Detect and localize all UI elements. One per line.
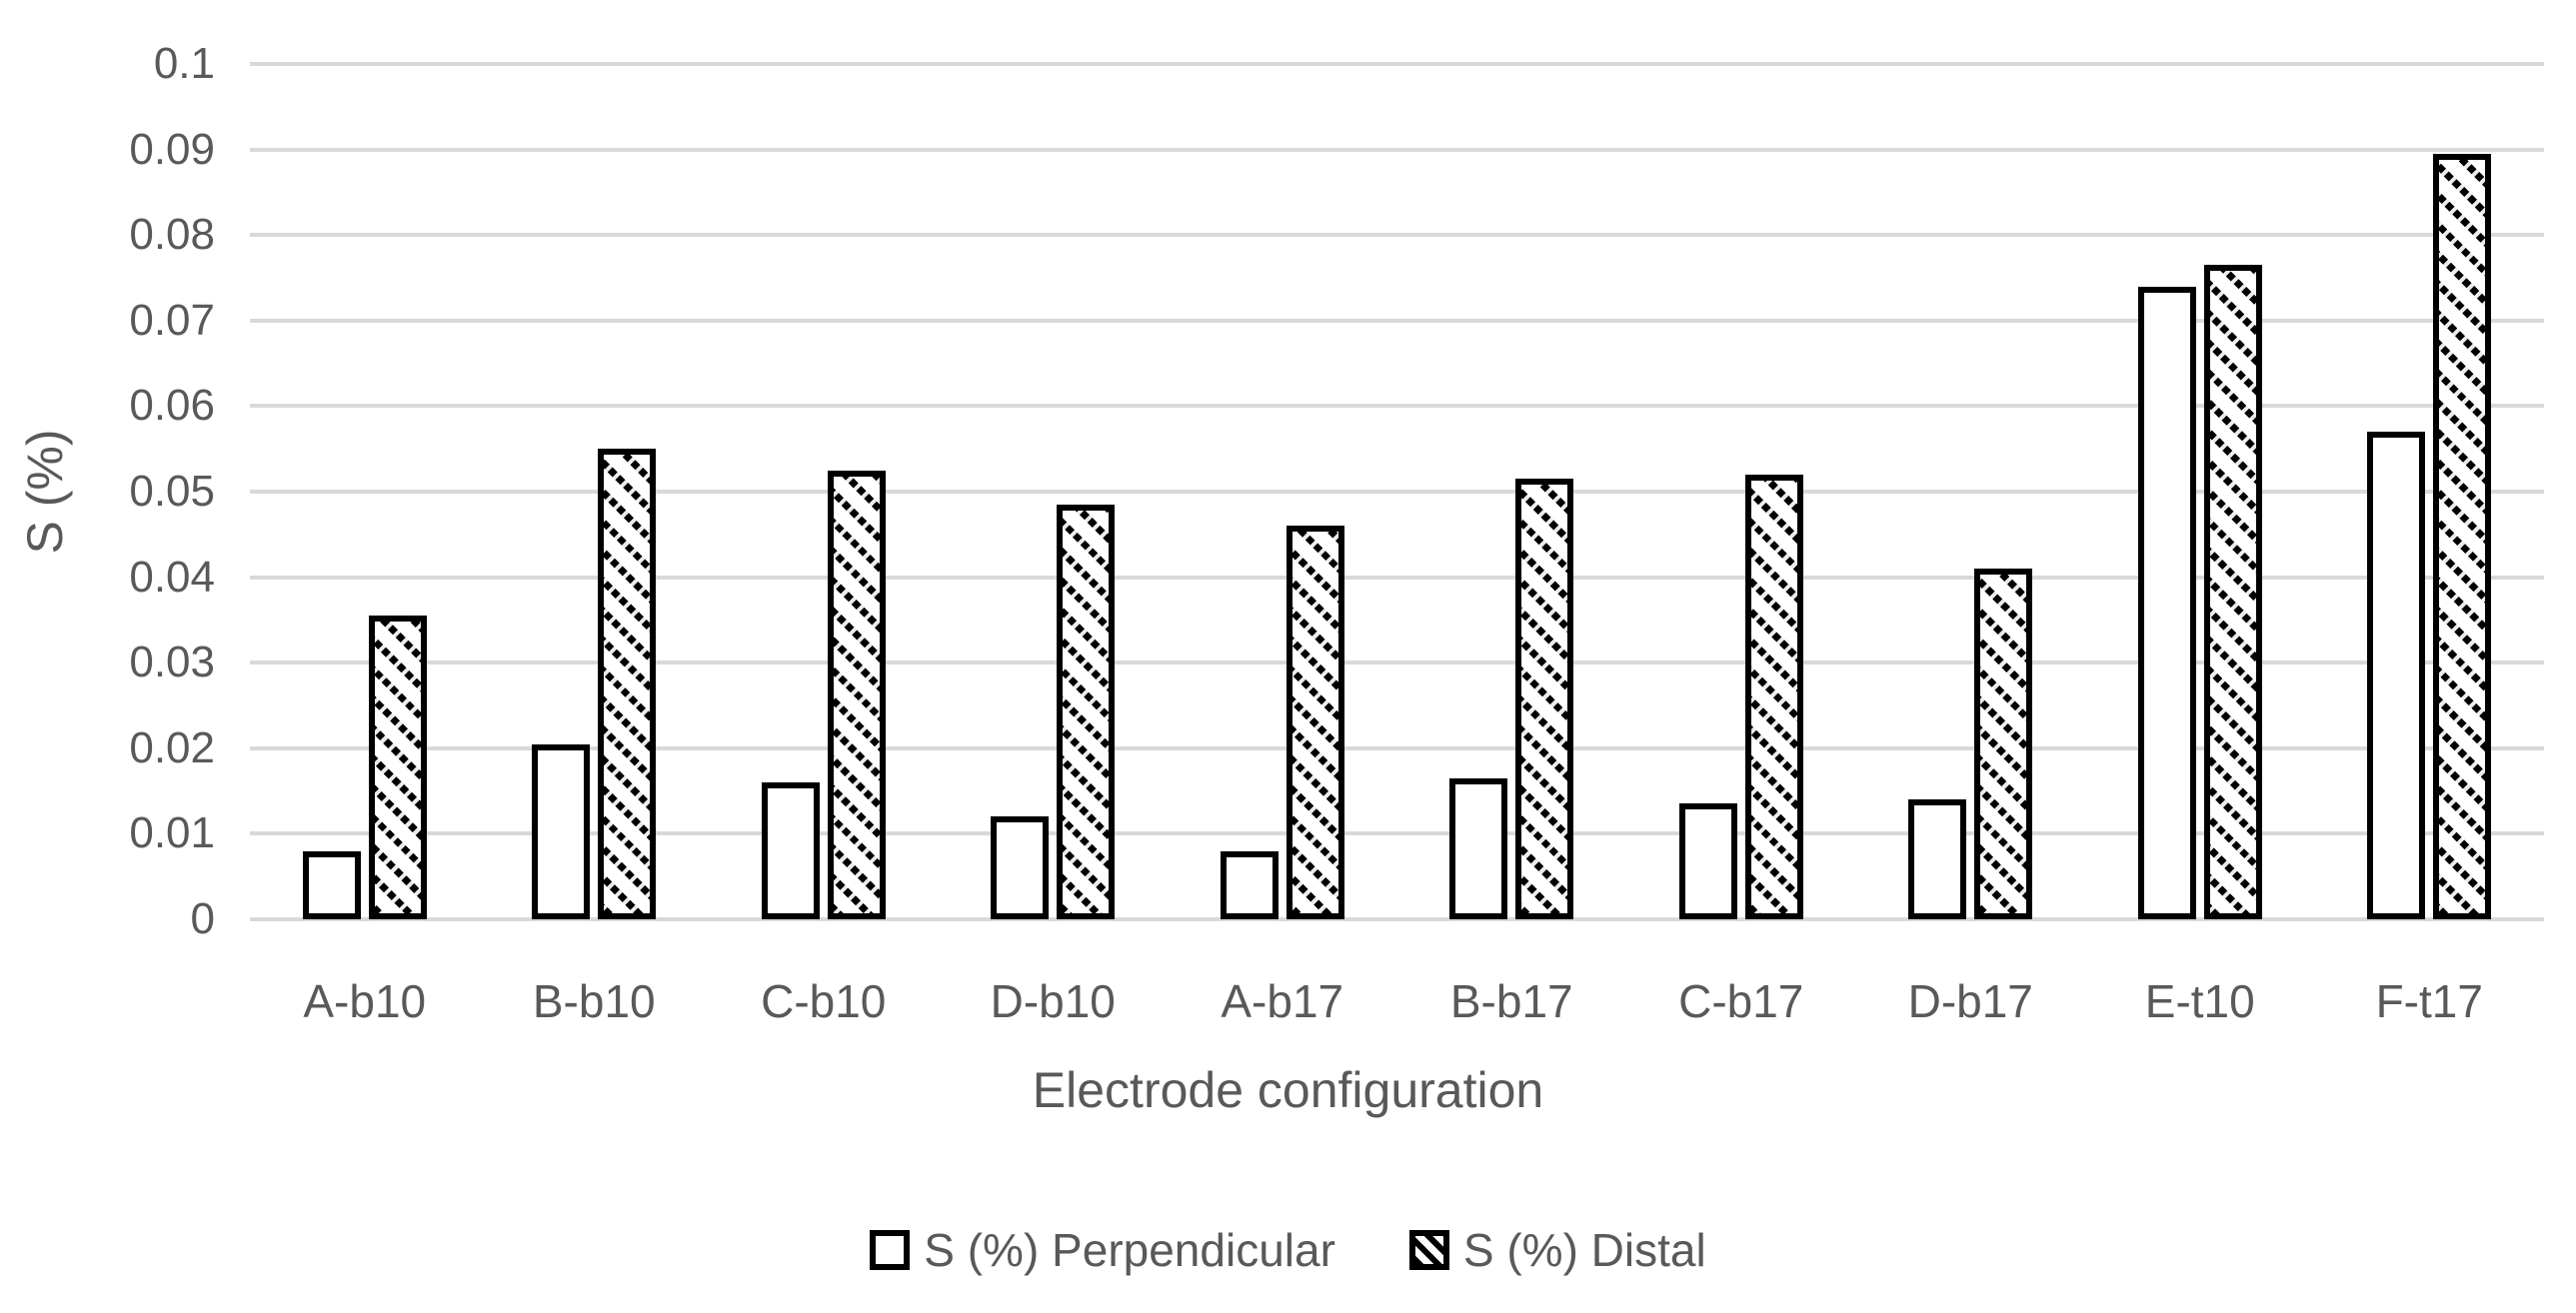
x-tick-label: D-b10 xyxy=(990,975,1116,1027)
legend-label: S (%) Perpendicular xyxy=(924,1224,1335,1276)
legend-swatch-distal-icon xyxy=(1408,1230,1449,1270)
y-tick-label: 0.03 xyxy=(129,638,215,687)
bar-F-t17-perpendicular xyxy=(2367,432,2426,919)
y-tick-label: 0 xyxy=(190,894,215,943)
bar-A-b10-distal xyxy=(368,616,427,919)
x-tick-label: B-b17 xyxy=(1449,975,1573,1027)
bar-B-b17-perpendicular xyxy=(1449,778,1508,919)
legend: S (%) Perpendicular S (%) Distal xyxy=(0,1223,2576,1277)
bar-D-b10-perpendicular xyxy=(991,816,1050,919)
bar-C-b10-perpendicular xyxy=(761,782,820,919)
x-axis-title: Electrode configuration xyxy=(1032,1062,1544,1118)
gridline xyxy=(250,575,2544,580)
x-tick-label: B-b10 xyxy=(532,975,656,1027)
legend-item: S (%) Distal xyxy=(1408,1223,1706,1277)
bar-A-b17-perpendicular xyxy=(1220,851,1279,919)
gridline xyxy=(250,490,2544,494)
y-tick-label: 0.1 xyxy=(153,39,215,88)
gridline xyxy=(250,233,2544,238)
gridline xyxy=(250,660,2544,665)
bar-B-b17-distal xyxy=(1515,479,1574,919)
bar-A-b10-perpendicular xyxy=(302,851,361,919)
x-tick-label: A-b10 xyxy=(303,975,427,1027)
gridline xyxy=(250,917,2544,921)
y-tick-label: 0.08 xyxy=(129,210,215,260)
gridline xyxy=(250,745,2544,750)
y-tick-label: 0.02 xyxy=(129,722,215,772)
x-tick-label: C-b10 xyxy=(761,975,887,1027)
bar-F-t17-distal xyxy=(2433,154,2492,919)
bar-D-b17-perpendicular xyxy=(1908,799,1967,919)
y-tick-label: 0.09 xyxy=(129,124,215,174)
y-tick-label: 0.01 xyxy=(129,808,215,858)
x-tick-label: C-b17 xyxy=(1678,975,1804,1027)
bar-B-b10-perpendicular xyxy=(532,744,591,919)
bar-E-t10-perpendicular xyxy=(2137,287,2196,919)
bar-B-b10-distal xyxy=(598,449,657,919)
x-tick-label: A-b17 xyxy=(1221,975,1344,1027)
gridline xyxy=(250,404,2544,409)
gridline xyxy=(250,318,2544,323)
gridline xyxy=(250,147,2544,152)
y-tick-label: 0.06 xyxy=(129,381,215,431)
bar-C-b17-distal xyxy=(1744,475,1803,919)
bar-C-b10-distal xyxy=(827,471,886,919)
plot-area xyxy=(250,62,2544,921)
x-tick-label: E-t10 xyxy=(2144,975,2255,1027)
bar-A-b17-distal xyxy=(1286,526,1344,919)
bar-C-b17-perpendicular xyxy=(1678,803,1737,919)
bar-E-t10-distal xyxy=(2203,265,2262,919)
bar-D-b17-distal xyxy=(1974,569,2033,919)
legend-item: S (%) Perpendicular xyxy=(870,1223,1335,1277)
legend-swatch-perpendicular-icon xyxy=(870,1230,911,1270)
legend-label: S (%) Distal xyxy=(1462,1224,1706,1276)
gridline xyxy=(250,831,2544,836)
x-tick-label: D-b17 xyxy=(1907,975,2033,1027)
y-tick-label: 0.05 xyxy=(129,467,215,516)
y-tick-label: 0.07 xyxy=(129,295,215,345)
y-tick-label: 0.04 xyxy=(129,552,215,602)
gridline xyxy=(250,62,2544,66)
x-tick-label: F-t17 xyxy=(2375,975,2483,1027)
bar-D-b10-distal xyxy=(1057,505,1116,919)
